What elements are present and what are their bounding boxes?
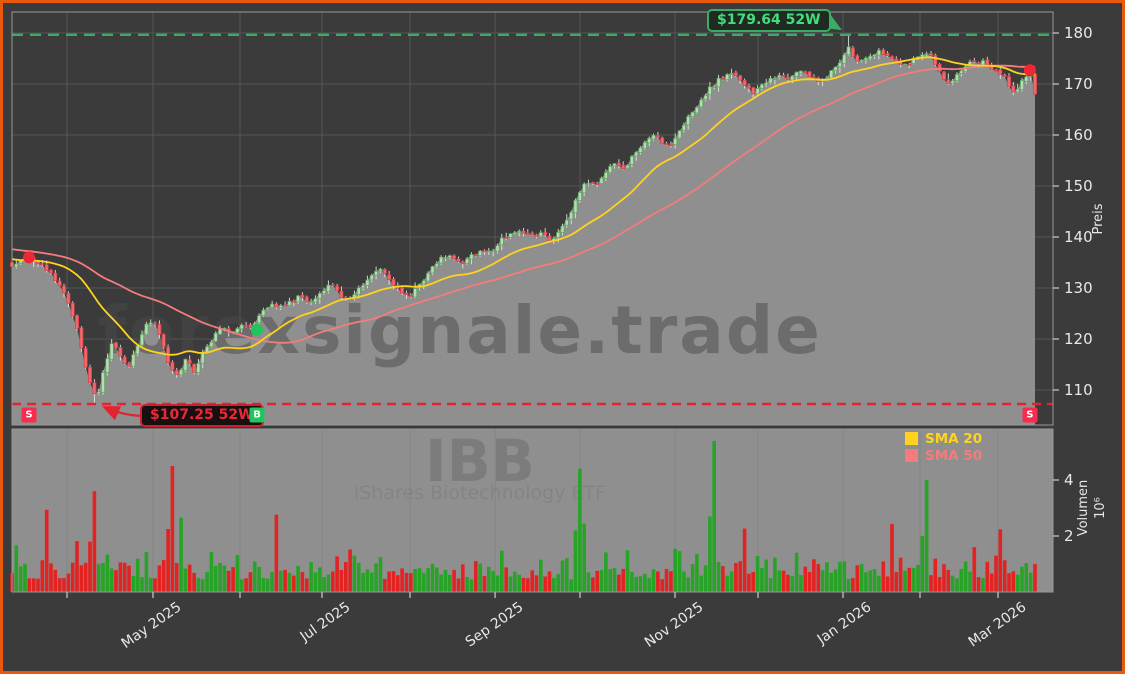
sma50-line [11, 64, 1036, 344]
volume-bars [10, 440, 1037, 592]
sma-legend: SMA 20 SMA 50 [905, 430, 982, 464]
price-axis: 110 120 130 140 150 160 170 180 Preis [1053, 24, 1106, 399]
signal-dot-sell [23, 251, 35, 264]
volume-axis-title: Volumen [1076, 480, 1091, 537]
candlesticks [10, 34, 1037, 404]
signal-badge-buy: B [249, 407, 265, 423]
x-tick-label: Mar 2026 [966, 599, 1030, 650]
sma20-line [11, 56, 1036, 356]
legend-label: SMA 50 [925, 447, 983, 464]
high-52w-annotation: $179.64 52W [707, 9, 831, 32]
price-tick-label: 160 [1064, 126, 1093, 144]
signal-dot-buy [251, 323, 263, 336]
price-tick-label: 150 [1064, 177, 1093, 195]
legend-swatch [905, 432, 918, 445]
watermark-text: forexsignale.trade [98, 292, 822, 369]
low-annotation-arrow [101, 405, 142, 421]
volume-axis: 2 4 Volumen 10⁶ [1053, 471, 1108, 545]
volume-tick-label: 4 [1064, 471, 1074, 489]
signal-dot-sell [1023, 64, 1036, 77]
signal-badge-sell: S [1022, 407, 1038, 423]
price-panel: forexsignale.trade [10, 11, 1054, 426]
x-tick-label: May 2025 [119, 599, 185, 652]
symbol-subtitle-watermark: iShares Biotechnology ETF [354, 482, 606, 504]
volume-axis-unit: 10⁶ [1093, 497, 1108, 519]
legend-item-sma50: SMA 50 [905, 447, 982, 464]
low-52w-annotation: $107.25 52W [140, 404, 264, 427]
signal-badge-sell: S [21, 407, 37, 423]
x-tick-label: Nov 2025 [642, 599, 706, 651]
x-axis: May 2025 Jul 2025 Sep 2025 Nov 2025 Jan 2026… [66, 592, 1030, 652]
price-axis-title: Preis [1091, 203, 1106, 234]
price-tick-label: 140 [1064, 228, 1093, 246]
symbol-watermark: IBB [425, 427, 535, 495]
price-tick-label: 180 [1064, 24, 1093, 42]
price-tick-label: 120 [1064, 330, 1093, 348]
legend-swatch [905, 449, 918, 462]
price-tick-label: 130 [1064, 279, 1093, 297]
legend-item-sma20: SMA 20 [905, 430, 982, 447]
legend-label: SMA 20 [925, 430, 983, 447]
volume-tick-label: 2 [1064, 527, 1074, 545]
price-tick-label: 170 [1064, 75, 1093, 93]
price-tick-label: 110 [1064, 381, 1093, 399]
x-tick-label: Sep 2025 [463, 599, 527, 650]
x-tick-label: Jan 2026 [814, 599, 875, 648]
x-tick-label: Jul 2025 [297, 599, 354, 645]
